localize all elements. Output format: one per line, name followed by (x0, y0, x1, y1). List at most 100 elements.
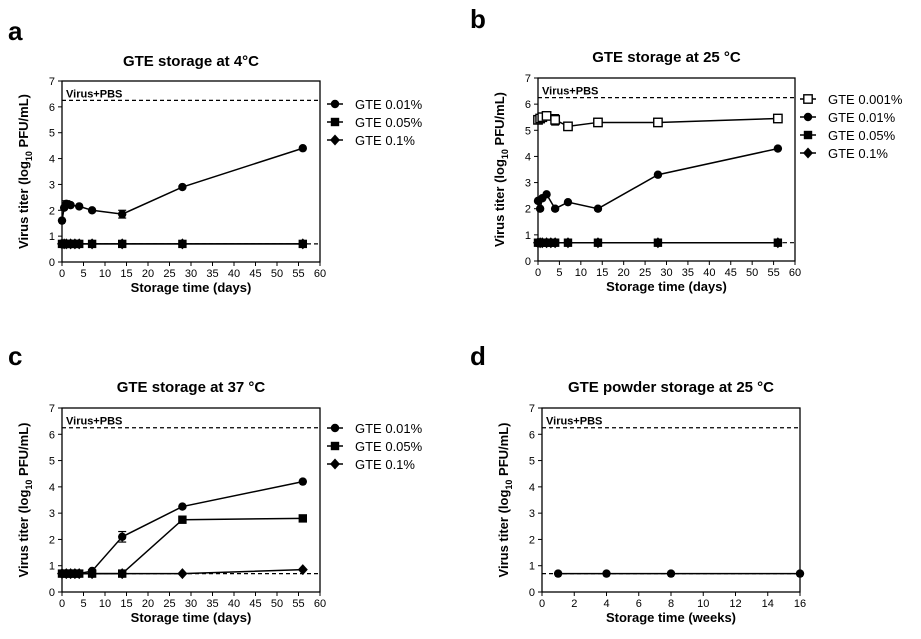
data-point (541, 111, 552, 121)
legend-label: GTE 0.1% (355, 133, 415, 148)
series (533, 237, 783, 249)
legend-marker (330, 458, 340, 470)
x-axis-label: Storage time (days) (606, 279, 727, 294)
plot-frame (61, 407, 321, 593)
x-tick-label: 30 (185, 598, 197, 610)
data-point (772, 237, 783, 249)
y-axis-label: Virus titer (log10 PFU/mL) (496, 423, 514, 578)
x-axis-label: Storage time (days) (131, 280, 252, 295)
legend-label: GTE 0.01% (355, 421, 423, 436)
data-point (550, 204, 560, 213)
legend-label: GTE 0.1% (828, 146, 888, 161)
reference-label: Virus+PBS (542, 86, 598, 98)
legend-label: GTE 0.05% (828, 128, 896, 143)
x-tick-label: 55 (767, 267, 779, 279)
data-point (652, 237, 663, 249)
legend-marker (803, 147, 813, 159)
y-tick-label: 7 (49, 403, 55, 415)
y-tick-label: 4 (49, 154, 55, 166)
y-tick-label: 5 (525, 125, 531, 137)
chart-title: GTE powder storage at 25 °C (568, 379, 774, 396)
data-point (117, 238, 128, 250)
x-tick-label: 35 (682, 267, 694, 279)
legend-label: GTE 0.05% (355, 115, 423, 130)
data-point (653, 170, 663, 179)
data-point (297, 564, 308, 576)
y-tick-label: 0 (529, 587, 535, 599)
x-tick-label: 50 (271, 268, 283, 280)
x-tick-label: 40 (228, 268, 240, 280)
x-tick-label: 2 (571, 598, 577, 610)
y-tick-label: 0 (49, 587, 55, 599)
x-tick-label: 40 (703, 267, 715, 279)
data-point (178, 515, 187, 524)
panel-letter: c (8, 341, 22, 371)
series (533, 144, 783, 213)
data-point (177, 238, 188, 250)
y-axis-label: Virus titer (log10 PFU/mL) (16, 423, 34, 578)
x-tick-label: 5 (80, 268, 86, 280)
data-point (795, 569, 805, 578)
x-tick-label: 10 (99, 268, 111, 280)
legend-marker (330, 423, 340, 433)
x-axis-label: Storage time (days) (131, 610, 252, 625)
series (57, 564, 308, 580)
y-tick-label: 7 (525, 73, 531, 85)
data-point (666, 569, 676, 578)
data-point (74, 568, 85, 580)
data-point (66, 200, 75, 210)
x-tick-label: 4 (603, 598, 609, 610)
legend-marker (803, 112, 813, 122)
x-tick-label: 50 (746, 267, 758, 279)
series-line (62, 480, 303, 575)
series (533, 111, 783, 132)
y-tick-label: 0 (525, 256, 531, 268)
plot-frame (61, 80, 321, 263)
x-tick-label: 0 (539, 598, 545, 610)
y-tick-label: 6 (49, 429, 55, 441)
plot-frame (541, 407, 801, 593)
x-tick-label: 20 (618, 267, 630, 279)
x-tick-label: 20 (142, 598, 154, 610)
data-point (117, 568, 128, 580)
data-point (178, 502, 187, 511)
legend-label: GTE 0.001% (828, 92, 903, 107)
y-tick-label: 4 (529, 482, 535, 494)
data-point (550, 114, 561, 125)
x-tick-label: 50 (271, 598, 283, 610)
x-tick-label: 25 (639, 267, 651, 279)
y-tick-label: 2 (525, 204, 531, 216)
data-point (563, 121, 573, 132)
chart-title: GTE storage at 37 °C (117, 379, 266, 396)
x-tick-label: 8 (668, 598, 674, 610)
y-tick-label: 3 (49, 508, 55, 520)
x-tick-label: 6 (636, 598, 642, 610)
data-point (87, 568, 98, 580)
data-point (87, 206, 97, 215)
legend-label: GTE 0.05% (355, 439, 423, 454)
x-tick-label: 40 (228, 598, 240, 610)
data-point (562, 237, 573, 249)
y-tick-label: 5 (529, 456, 535, 468)
data-point (772, 113, 783, 124)
x-tick-label: 60 (789, 267, 801, 279)
y-tick-label: 4 (525, 151, 531, 163)
data-point (593, 204, 603, 213)
y-tick-label: 7 (529, 403, 535, 415)
series-line (62, 517, 303, 575)
y-tick-label: 6 (525, 99, 531, 111)
y-tick-label: 3 (529, 508, 535, 520)
legend-marker (803, 94, 813, 104)
data-point (118, 532, 127, 541)
x-tick-label: 35 (206, 268, 218, 280)
y-tick-label: 6 (529, 429, 535, 441)
x-tick-label: 0 (59, 268, 65, 280)
data-point (550, 237, 561, 249)
panel-letter: a (8, 16, 23, 46)
panel-letter: b (470, 4, 486, 34)
data-point (592, 237, 603, 249)
data-point (535, 204, 545, 213)
y-tick-label: 7 (49, 76, 55, 88)
x-tick-label: 15 (120, 268, 132, 280)
x-tick-label: 12 (729, 598, 741, 610)
